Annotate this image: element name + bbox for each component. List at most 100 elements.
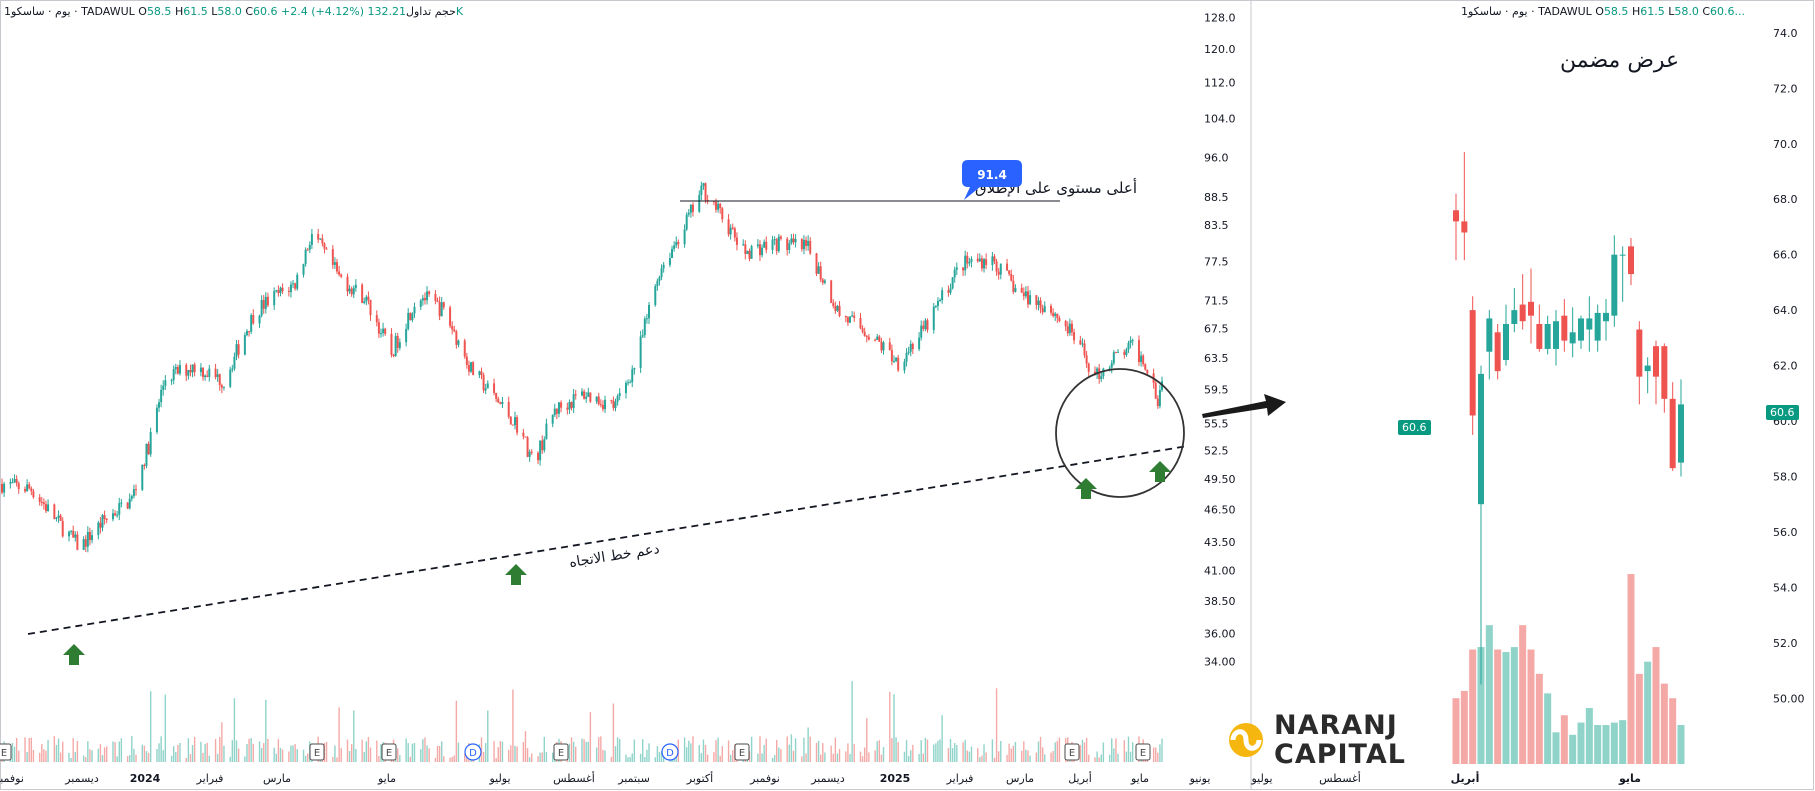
candle-body: [354, 284, 357, 288]
candle-body: [467, 364, 470, 372]
candle: [985, 253, 988, 270]
volume-bar: [815, 742, 818, 762]
candle-body: [499, 402, 502, 405]
candle: [390, 328, 393, 358]
candle-body: [428, 291, 431, 295]
candle-body: [539, 440, 542, 461]
volume-bar: [1102, 742, 1105, 762]
support-arrow-icon: [63, 644, 85, 665]
candle: [629, 379, 632, 384]
volume-bar: [692, 736, 694, 762]
volume-bar: [258, 741, 261, 762]
candle-body: [729, 227, 732, 235]
volume-bar: [717, 737, 719, 762]
zoom-candle-body: [1661, 346, 1668, 399]
volume-bar: [788, 744, 790, 762]
volume-bar: [1161, 738, 1163, 762]
candle: [141, 464, 144, 492]
candle-body: [405, 328, 408, 343]
candle-body: [478, 371, 481, 376]
candle: [455, 329, 458, 349]
candle: [727, 214, 730, 237]
candle: [394, 332, 397, 357]
candle-body: [250, 315, 253, 332]
volume-bar: [660, 750, 663, 762]
volume-bar: [41, 744, 43, 762]
candle: [786, 237, 789, 256]
candle-body: [472, 362, 475, 376]
candle-body: [243, 335, 246, 355]
candle-body: [396, 336, 399, 348]
candle: [53, 503, 56, 520]
candle: [513, 411, 516, 430]
candle-body: [934, 306, 937, 308]
candle-body: [281, 287, 284, 292]
candle: [340, 273, 343, 279]
candle: [434, 290, 437, 305]
candle-body: [310, 233, 313, 245]
zoom-symbol-name[interactable]: ساسكو: [1468, 5, 1502, 18]
volume-bar: [876, 741, 878, 762]
symbol-name[interactable]: ساسكو: [11, 5, 45, 18]
candle: [1114, 351, 1117, 354]
candle-body: [1140, 355, 1143, 363]
volume-bar: [28, 738, 30, 762]
volume-bar: [1027, 750, 1029, 762]
volume-bar: [336, 757, 338, 762]
candle-body: [687, 212, 690, 215]
zoom-chart-header: 1يوم · ساسكو · TADAWUL O58.5 H61.5 L58.0…: [1461, 5, 1746, 18]
candle-body: [233, 356, 236, 369]
volume-bar: [501, 741, 504, 762]
volume-bar: [935, 743, 937, 762]
zoom-candle-body: [1619, 254, 1626, 256]
candle-body: [1056, 313, 1059, 319]
candle: [118, 497, 121, 521]
earnings-label: E: [558, 748, 564, 759]
y-tick-label: 112.0: [1204, 76, 1236, 89]
zoom-volume-bar: [1519, 625, 1527, 764]
candle-body: [779, 236, 782, 239]
zoom-volume-bar: [1552, 732, 1560, 764]
volume-bar: [141, 744, 143, 762]
zoom-candle: [1594, 304, 1601, 352]
candle: [47, 499, 50, 512]
candle: [794, 234, 797, 248]
interval-label[interactable]: 1يوم: [4, 5, 71, 18]
candle: [976, 253, 979, 263]
candle: [206, 370, 209, 378]
zoom-candle: [1586, 296, 1593, 352]
candle-body: [947, 290, 950, 293]
volume-bar: [962, 742, 964, 762]
volume-bar: [516, 746, 518, 762]
candle: [595, 396, 598, 405]
high-value: 61.5: [183, 5, 208, 18]
candle-body: [1102, 368, 1105, 377]
volume-bar: [912, 744, 914, 762]
volume-bar: [713, 752, 715, 762]
candle: [949, 283, 952, 295]
volume-bar: [847, 743, 849, 762]
zoom-y-tick-label: 56.0: [1773, 526, 1798, 539]
zoom-candle: [1461, 152, 1468, 261]
naranj-capital-logo: NARANJ CAPITAL: [1228, 708, 1405, 770]
volume-bar: [340, 748, 342, 762]
candle: [325, 246, 328, 250]
volume-bar: [700, 753, 703, 762]
zoom-interval-label[interactable]: 1يوم: [1461, 5, 1528, 18]
y-tick-label: 34.00: [1204, 655, 1236, 668]
volume-bar: [514, 745, 516, 762]
candle-body: [863, 331, 866, 336]
volume-bar: [512, 689, 514, 762]
candle-body: [557, 402, 560, 414]
candle: [243, 332, 246, 356]
volume-bar: [32, 749, 35, 762]
candle-body: [851, 315, 854, 317]
candle: [849, 316, 852, 324]
candle: [658, 275, 661, 286]
volume-bar: [292, 745, 294, 762]
candle-body: [1144, 364, 1147, 370]
candle: [365, 295, 368, 306]
candle-body: [164, 380, 167, 386]
volume-bar: [15, 737, 18, 762]
